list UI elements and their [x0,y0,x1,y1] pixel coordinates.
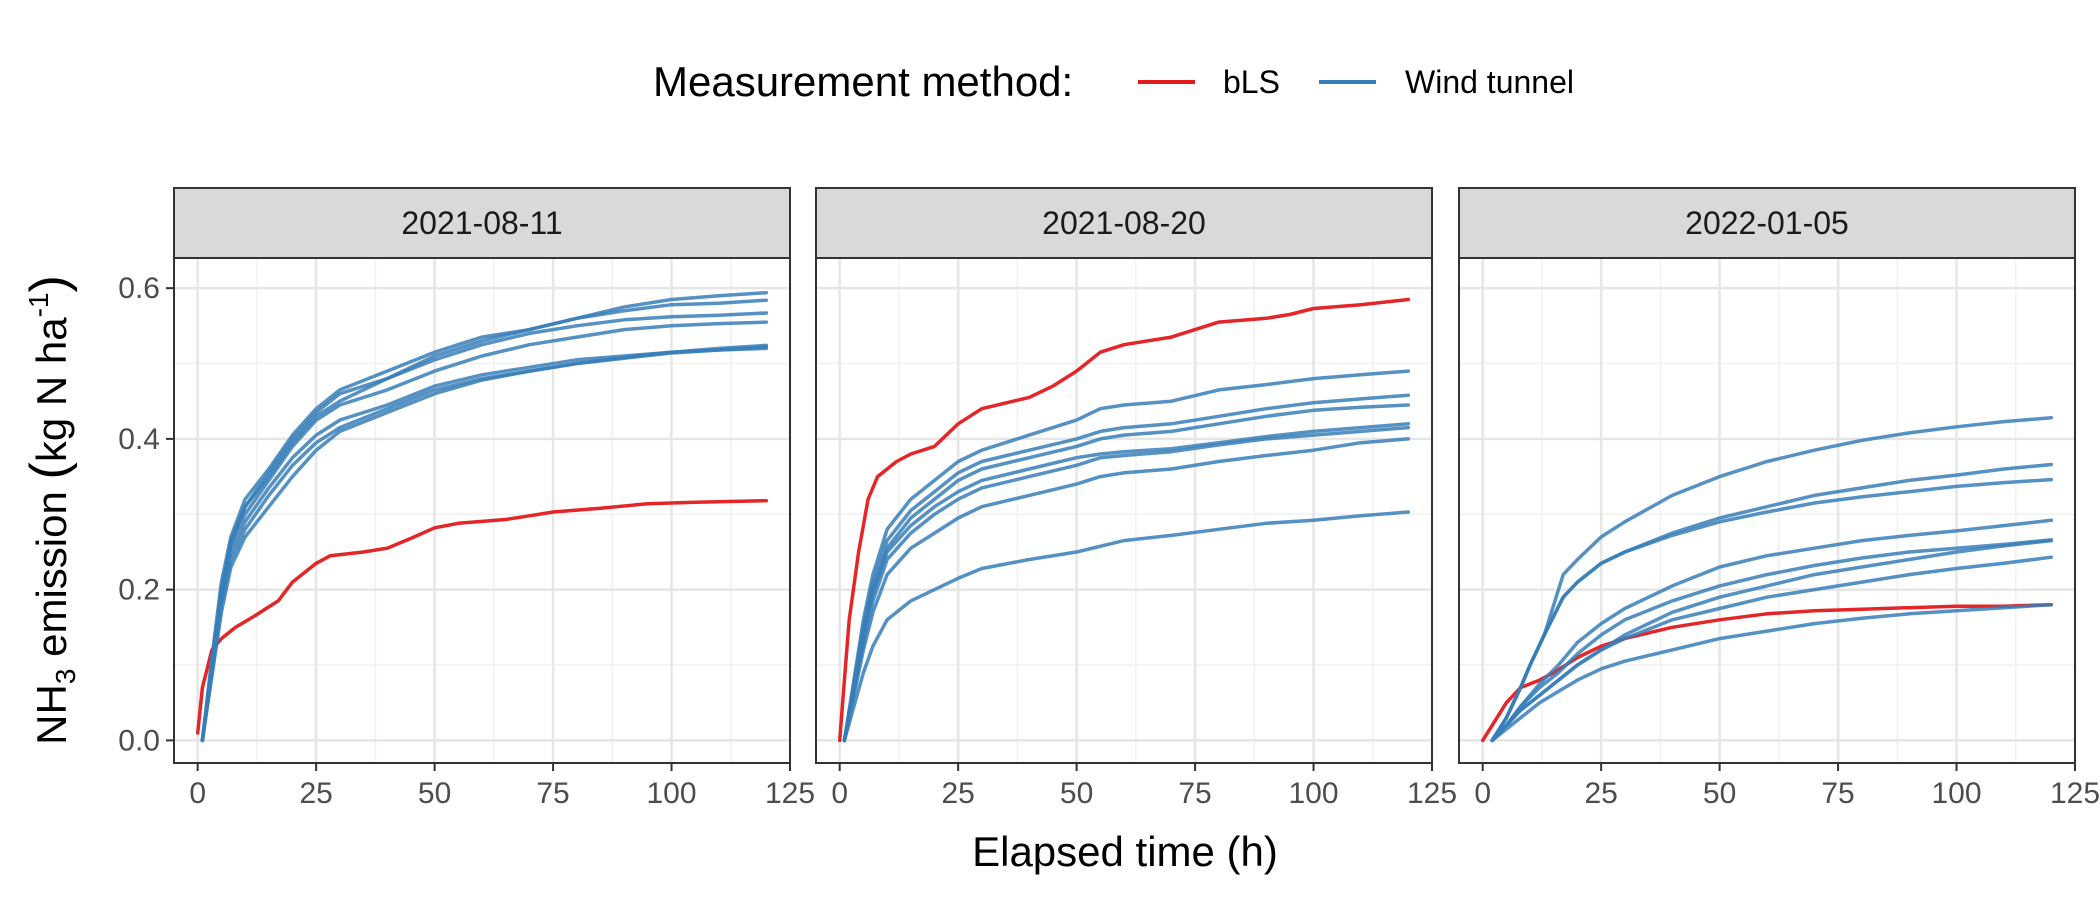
series-line-wind-tunnel-7 [842,437,1411,743]
series-line-wind-tunnel-9 [1490,602,2054,743]
series-lines [837,297,1411,743]
x-tick-label: 0 [831,777,848,810]
panel-border [1458,257,2076,764]
facet-strip [173,187,791,259]
x-tick-label: 75 [536,777,569,810]
panel-3: 2022-01-05 0 25 50 75 100 125 [1458,187,2100,810]
series-line-wind-tunnel-8 [200,345,769,743]
x-tick-label: 0 [189,777,206,810]
legend: Measurement method: bLS Wind tunnel [653,58,1574,105]
x-tick-label: 125 [765,777,815,810]
series-line-bls-1 [195,498,769,735]
legend-label: Wind tunnel [1405,64,1574,100]
facet-label: 2021-08-11 [401,205,562,241]
panel-border [815,257,1433,764]
x-tick-label: 25 [299,777,332,810]
series-line-wind-tunnel-8 [842,510,1411,743]
gridlines [1459,258,2077,763]
series-line-wind-tunnel-6 [842,425,1411,743]
y-tick-label: 0.4 [118,423,160,456]
panel-1: 2021-08-11 0 25 50 75 100 125 0.0 0.2 0.4 0.6 [118,187,815,810]
x-tick-label: 75 [1178,777,1211,810]
x-tick-label: 50 [1060,777,1093,810]
facet-strip [815,187,1433,259]
panel-2: 2021-08-20 0 25 50 75 100 125 [815,187,1457,810]
x-tick-label: 100 [647,777,697,810]
legend-title: Measurement method: [653,58,1073,105]
x-tick-label: 25 [1584,777,1617,810]
facet-panels: 2021-08-110 25 50 75 100 1250.00.20.40.62021-… [118,187,2100,810]
series-lines [1480,416,2054,743]
series-line-bls-1 [837,297,1411,743]
x-tick-label: 125 [1407,777,1457,810]
panel-border [173,257,791,764]
series-line-wind-tunnel-8 [1490,555,2054,743]
series-lines [195,290,769,743]
facet-label: 2022-01-05 [1685,205,1849,241]
series-line-wind-tunnel-5 [842,422,1411,743]
facet-strip [1458,187,2076,259]
series-line-wind-tunnel-3 [842,393,1411,743]
x-tick-label: 0 [1474,777,1491,810]
y-tick-label: 0.2 [118,574,160,607]
x-tick-label: 100 [1289,777,1339,810]
x-axis-title: Elapsed time (h) [972,828,1278,875]
series-line-wind-tunnel-6 [1490,538,2054,743]
x-tick-label: 125 [2050,777,2100,810]
plot-background [816,258,1432,763]
y-tick-label: 0.6 [118,272,160,305]
x-tick-label: 100 [1932,777,1982,810]
series-line-wind-tunnel-4 [1490,477,2054,743]
x-tick-label: 50 [418,777,451,810]
x-tick-label: 50 [1703,777,1736,810]
y-tick-label: 0.0 [118,724,160,757]
x-tick-label: 25 [941,777,974,810]
series-line-wind-tunnel-2 [842,369,1411,743]
y-axis-title: NH3 emission (kg N ha-1) [20,275,81,745]
x-tick-label: 75 [1821,777,1854,810]
legend-label: bLS [1223,64,1280,100]
facet-label: 2021-08-20 [1042,205,1206,241]
